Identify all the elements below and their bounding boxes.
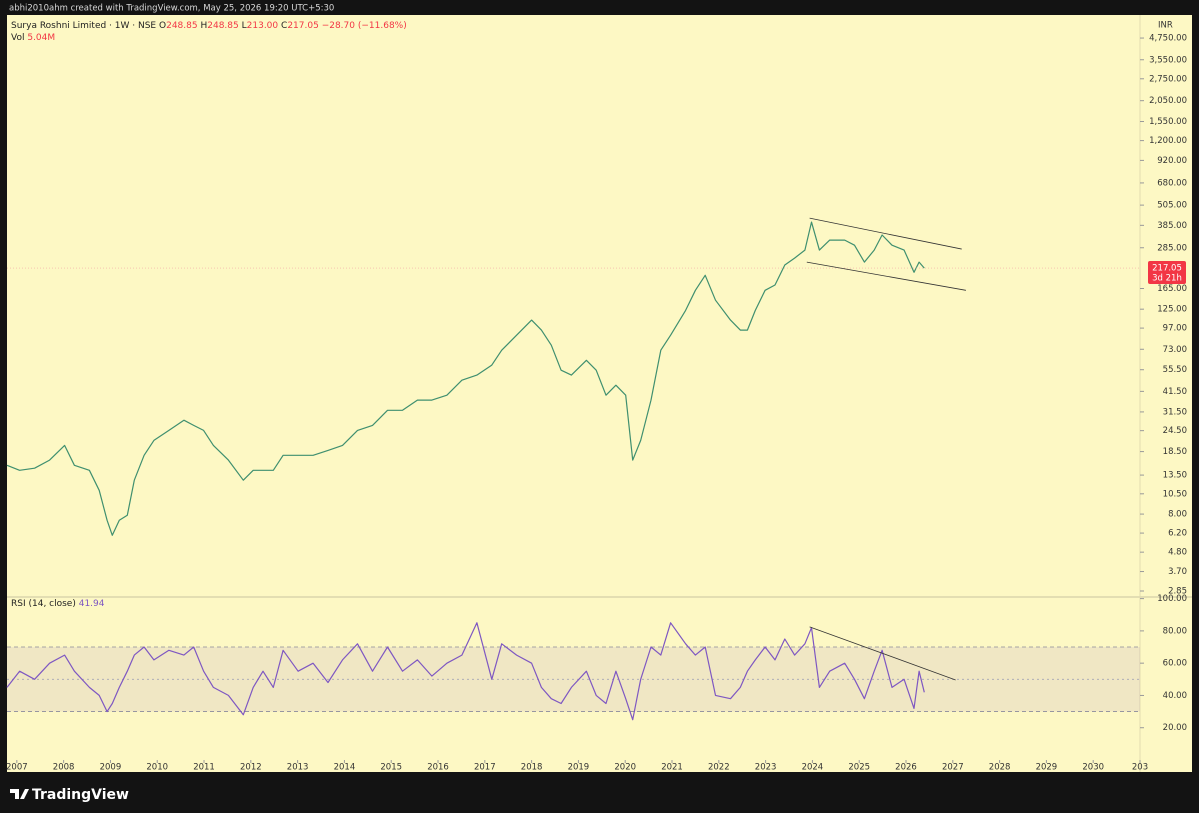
x-tick-label: 2025: [848, 763, 870, 773]
volume-label: Vol: [11, 33, 24, 43]
x-tick-label: 2018: [521, 763, 543, 773]
x-tick-label: 2021: [661, 763, 683, 773]
y-tick-label: 60.00: [1163, 659, 1187, 669]
x-tick-label: 2022: [708, 763, 730, 773]
ohlc-h-label: H: [200, 21, 207, 31]
y-tick-label: 10.50: [1163, 489, 1187, 499]
y-tick-label: 3,550.00: [1149, 55, 1187, 65]
price-tag-countdown: 3d 21h: [1152, 274, 1182, 284]
ohlc-o-value: 248.85: [166, 21, 198, 31]
change: −28.70 (−11.68%): [322, 21, 407, 31]
y-tick-label: 41.50: [1163, 387, 1187, 397]
x-tick-label: 2019: [568, 763, 590, 773]
x-tick-label: 2007: [6, 763, 28, 773]
y-tick-label: 40.00: [1163, 691, 1187, 701]
y-tick-label: 4.80: [1168, 548, 1187, 558]
volume-legend: Vol 5.04M: [11, 33, 55, 43]
y-tick-label: 3.70: [1168, 567, 1187, 577]
price-tag: [1148, 261, 1186, 285]
x-tick-label: 2020: [614, 763, 636, 773]
x-tick-label: 2011: [193, 763, 215, 773]
ohlc-c-label: C: [281, 21, 287, 31]
volume-value: 5.04M: [27, 33, 55, 43]
y-tick-label: 80.00: [1163, 626, 1187, 636]
y-tick-label: 2,050.00: [1149, 96, 1187, 106]
ohlc-h-value: 248.85: [207, 21, 239, 31]
y-tick-label: 2.85: [1168, 587, 1187, 597]
legend: Surya Roshni Limited · 1W · NSE O248.85 …: [11, 21, 407, 31]
y-tick-label: 73.00: [1163, 345, 1187, 355]
x-tick-label: 2030: [1082, 763, 1104, 773]
series-line: [6, 622, 925, 721]
rsi-value: 41.94: [79, 599, 105, 609]
x-tick-label: 2028: [989, 763, 1011, 773]
rsi-title: RSI (14, close): [11, 599, 76, 609]
y-tick-label: 385.00: [1157, 221, 1187, 231]
y-tick-label: 18.50: [1163, 447, 1187, 457]
trendline: [806, 261, 966, 291]
currency: INR: [1158, 21, 1173, 31]
trendline: [809, 626, 956, 681]
y-tick-label: 6.20: [1168, 529, 1187, 539]
price-tag-value: 217.05: [1152, 264, 1182, 274]
chart-area: [7, 15, 1192, 772]
y-tick-label: 31.50: [1163, 407, 1187, 417]
x-tick-label: 2016: [427, 763, 449, 773]
x-tick-label: 203: [1132, 763, 1148, 773]
y-tick-label: 1,200.00: [1149, 136, 1187, 146]
y-tick-label: 505.00: [1157, 201, 1187, 211]
x-tick-label: 2027: [942, 763, 964, 773]
y-tick-label: 125.00: [1157, 305, 1187, 315]
x-tick-label: 2023: [755, 763, 777, 773]
logo: TradingView: [10, 787, 129, 803]
y-tick-label: 1,550.00: [1149, 117, 1187, 127]
y-tick-label: 920.00: [1157, 156, 1187, 166]
series-line: [6, 221, 925, 536]
rsi-legend: RSI (14, close) 41.94: [11, 599, 105, 609]
y-tick-label: 285.00: [1157, 243, 1187, 253]
x-tick-label: 2017: [474, 763, 496, 773]
attribution: abhi2010ahm created with TradingView.com…: [9, 4, 334, 14]
x-tick-label: 2026: [895, 763, 917, 773]
ohlc-c-value: 217.05: [287, 21, 319, 31]
x-tick-label: 2009: [100, 763, 122, 773]
y-tick-label: 13.50: [1163, 471, 1187, 481]
x-tick-label: 2012: [240, 763, 262, 773]
y-tick-label: 165.00: [1157, 284, 1187, 294]
logo-icon: [10, 789, 29, 799]
y-tick-label: 55.50: [1163, 365, 1187, 375]
x-tick-label: 2015: [380, 763, 402, 773]
ohlc-o-label: O: [159, 21, 166, 31]
logo-text: TradingView: [32, 787, 129, 803]
x-tick-label: 2010: [146, 763, 168, 773]
x-tick-label: 2013: [287, 763, 309, 773]
y-tick-label: 97.00: [1163, 324, 1187, 334]
x-tick-label: 2029: [1036, 763, 1058, 773]
ohlc-l-value: 213.00: [247, 21, 279, 31]
y-tick-label: 680.00: [1157, 178, 1187, 188]
y-tick-label: 4,750.00: [1149, 34, 1187, 44]
y-tick-label: 8.00: [1168, 510, 1187, 520]
y-tick-label: 2,750.00: [1149, 74, 1187, 84]
ohlc-l-label: L: [242, 21, 247, 31]
y-tick-label: 20.00: [1163, 723, 1187, 733]
x-tick-label: 2024: [802, 763, 824, 773]
trendline: [809, 217, 962, 250]
y-tick-label: 100.00: [1157, 594, 1187, 604]
symbol-title: Surya Roshni Limited · 1W · NSE: [11, 21, 156, 31]
y-tick-label: 24.50: [1163, 426, 1187, 436]
x-tick-label: 2014: [334, 763, 356, 773]
x-tick-label: 2008: [53, 763, 75, 773]
